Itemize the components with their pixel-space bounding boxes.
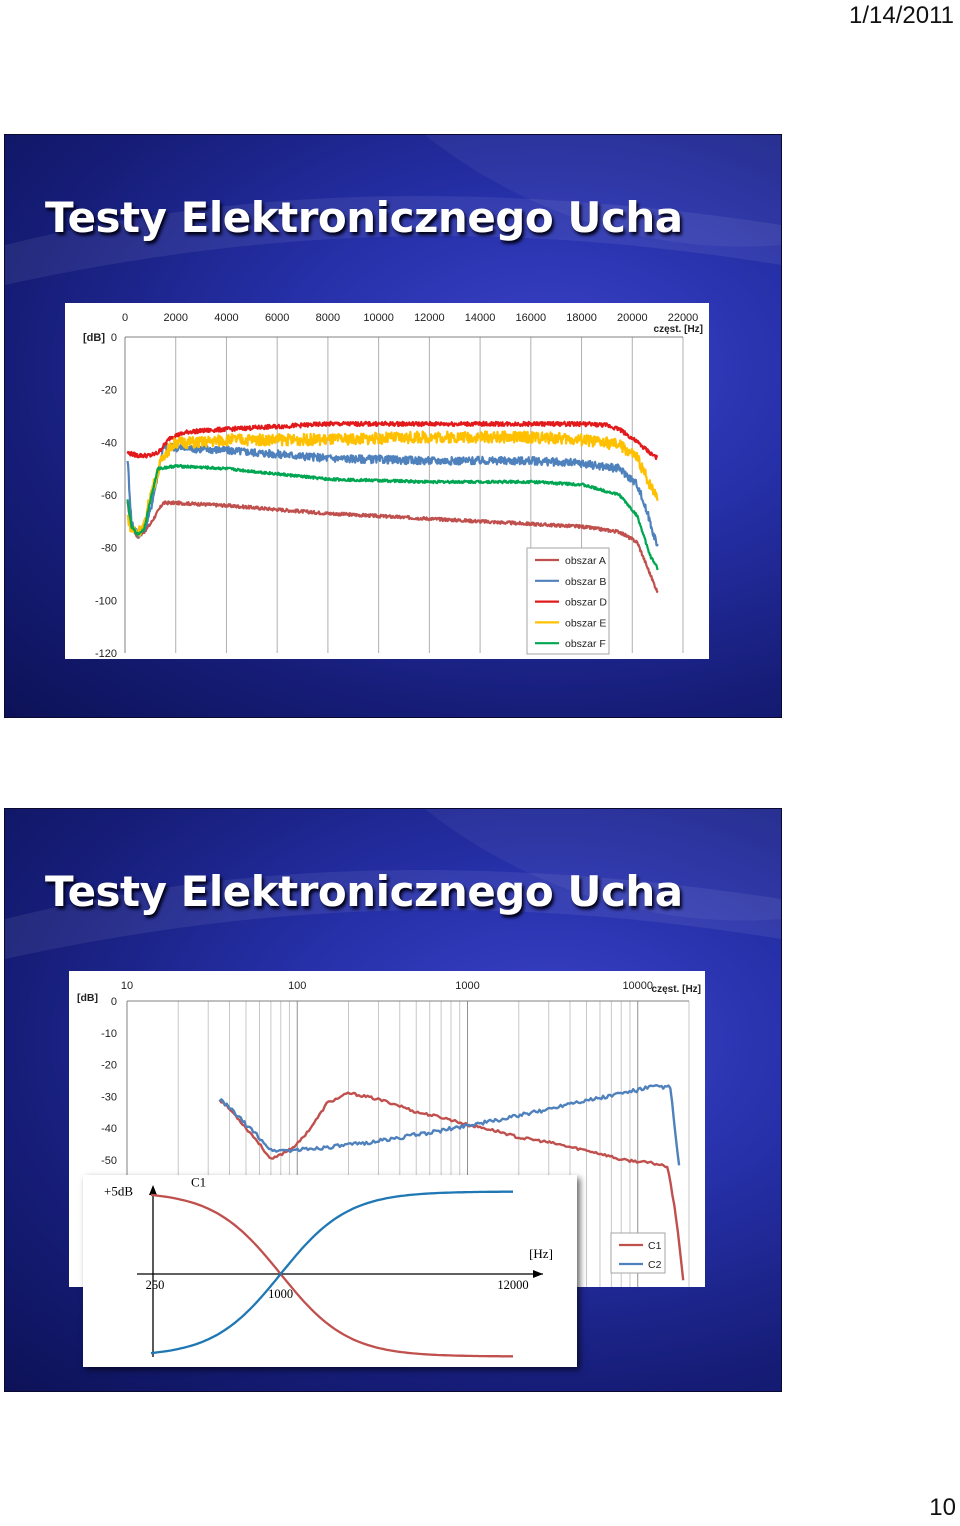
chart-frequency-response-linear: 0 2000 4000 6000 8000 10000 12000 14000 16000 180… [65,303,709,660]
x-tick-label: 14000 [465,312,496,324]
x-axis-arrow [533,1270,543,1278]
x-tick-label: 10000 [363,312,394,324]
x-tick-label: 8000 [316,312,340,324]
legend-label: obszar B [565,576,606,588]
curve-label-C1: C1 [191,1175,206,1190]
y-axis-title: [dB] [83,332,105,344]
y-tick-label: -30 [101,1091,117,1103]
legend-label: C2 [648,1259,662,1271]
x-tick-label: 22000 [668,312,699,324]
series-line-obszar-B [126,442,659,547]
y-tick-label: +5dB [104,1184,133,1199]
series-line-obszar-A [126,500,659,593]
x-tick-label: 12000 [497,1278,528,1292]
legend: obszar A obszar B obszar D obszar E obszar F [526,547,610,655]
x-axis-title: częst. [Hz] [654,324,703,335]
chart-1-svg: 0 2000 4000 6000 8000 10000 12000 14000 16000 180… [83,312,703,660]
chart-2-svg: 10 100 1000 10000 0 -10 -20 -30 -40 -50 [dB] częst.… [77,980,701,1287]
x-tick-label: 100 [288,980,306,992]
y-tick-label: -5dB [111,1364,137,1368]
slide-2: Testy Elektronicznego Ucha 10 100 1000 1000… [4,808,782,1392]
slide-1: Testy Elektronicznego Ucha 0 2000 4000 6000… [4,134,782,718]
series-line-obszar-E [126,430,659,537]
curve-C2 [150,1190,513,1355]
y-axis-title: [dB] [77,992,98,1004]
y-tick-label: -60 [101,490,117,502]
legend: C1 C2 [610,1232,666,1274]
legend-label: obszar E [565,617,606,629]
x-tick-label: 12000 [414,312,445,324]
x-tick-label: 1000 [455,980,479,992]
y-tick-label: -120 [95,648,117,659]
x-tick-label: 250 [146,1278,165,1292]
y-tick-label: 0 [111,996,117,1008]
y-axis-arrow [149,1185,157,1195]
x-tick-label: 2000 [163,312,187,324]
header-date: 1/14/2011 [849,2,954,29]
y-tick-label: -40 [101,437,117,449]
slide-title: Testy Elektronicznego Ucha [45,867,683,916]
y-tick-label: -20 [101,1060,117,1072]
legend-box [610,1232,666,1274]
x-axis-title: częst. [Hz] [652,984,701,995]
y-tick-label: -50 [101,1155,117,1167]
x-tick-label: 10000 [622,980,653,992]
y-tick-label: -20 [101,385,117,397]
x-tick-label: 0 [122,312,128,324]
y-tick-label: -10 [101,1028,117,1040]
page-number: 10 [929,1494,956,1521]
x-axis-title: [Hz] [529,1246,553,1261]
x-tick-label: 4000 [214,312,238,324]
y-tick-label: 0 [111,332,117,344]
y-tick-label: -40 [101,1123,117,1135]
slide-title: Testy Elektronicznego Ucha [45,193,683,242]
series-line-C2 [218,1084,681,1166]
x-tick-label: 1000 [268,1287,293,1301]
x-tick-label: 6000 [265,312,289,324]
x-tick-label: 10 [121,980,133,992]
series-line-obszar-F [126,463,659,571]
x-tick-label: 16000 [516,312,547,324]
legend-label: obszar A [565,555,606,567]
x-tick-label: 18000 [566,312,597,324]
series-line-C1 [218,1091,685,1281]
legend-label: obszar F [565,638,606,650]
y-tick-label: -100 [95,595,117,607]
x-tick-label: 20000 [617,312,648,324]
legend-label: obszar D [565,597,607,609]
legend-label: C1 [648,1240,662,1252]
slide-background-swoosh [5,809,781,959]
curve-C1 [150,1193,513,1358]
slide-background-swoosh [5,135,781,285]
y-tick-label: -80 [101,543,117,555]
series-line-obszar-D [126,420,659,460]
